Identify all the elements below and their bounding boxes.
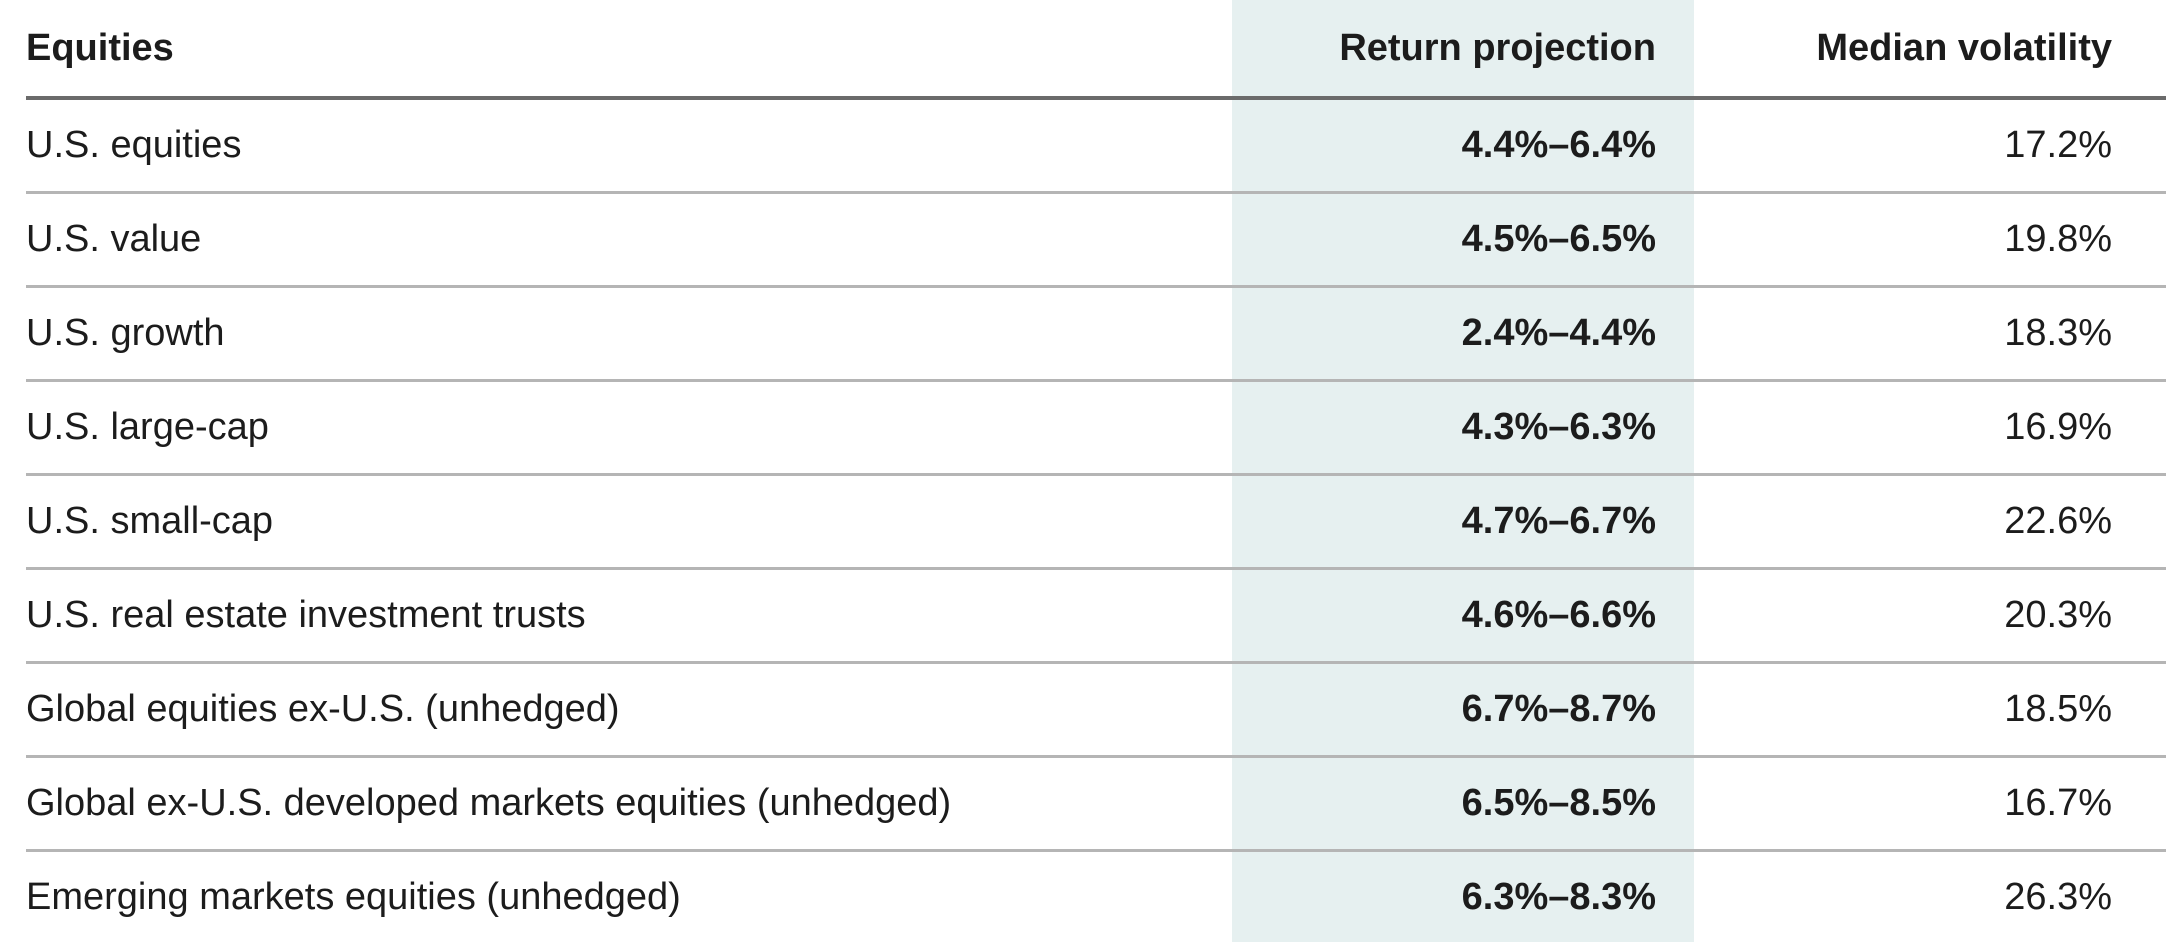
median-volatility: 16.7% <box>1694 757 2166 851</box>
return-projection: 2.4%–4.4% <box>1232 287 1694 381</box>
asset-name: Global ex-U.S. developed markets equitie… <box>26 757 1232 851</box>
table-row: U.S. real estate investment trusts 4.6%–… <box>26 569 2166 663</box>
table-body: U.S. equities 4.4%–6.4% 17.2% U.S. value… <box>26 98 2166 943</box>
return-projection: 4.6%–6.6% <box>1232 569 1694 663</box>
return-projection: 4.7%–6.7% <box>1232 475 1694 569</box>
return-projection: 4.3%–6.3% <box>1232 381 1694 475</box>
return-projection: 6.5%–8.5% <box>1232 757 1694 851</box>
median-volatility: 18.5% <box>1694 663 2166 757</box>
asset-name: Global equities ex-U.S. (unhedged) <box>26 663 1232 757</box>
table-row: U.S. value 4.5%–6.5% 19.8% <box>26 193 2166 287</box>
table-row: U.S. equities 4.4%–6.4% 17.2% <box>26 98 2166 193</box>
median-volatility: 20.3% <box>1694 569 2166 663</box>
table-row: U.S. large-cap 4.3%–6.3% 16.9% <box>26 381 2166 475</box>
return-projection: 6.7%–8.7% <box>1232 663 1694 757</box>
table-row: U.S. small-cap 4.7%–6.7% 22.6% <box>26 475 2166 569</box>
table-row: Global ex-U.S. developed markets equitie… <box>26 757 2166 851</box>
median-volatility: 17.2% <box>1694 98 2166 193</box>
asset-name: U.S. real estate investment trusts <box>26 569 1232 663</box>
header-return-projection: Return projection <box>1232 0 1694 98</box>
return-projection: 4.4%–6.4% <box>1232 98 1694 193</box>
median-volatility: 22.6% <box>1694 475 2166 569</box>
median-volatility: 18.3% <box>1694 287 2166 381</box>
header-median-volatility: Median volatility <box>1694 0 2166 98</box>
table-row: Global equities ex-U.S. (unhedged) 6.7%–… <box>26 663 2166 757</box>
return-projection: 4.5%–6.5% <box>1232 193 1694 287</box>
asset-name: U.S. equities <box>26 98 1232 193</box>
median-volatility: 19.8% <box>1694 193 2166 287</box>
median-volatility: 26.3% <box>1694 851 2166 943</box>
table-row: U.S. growth 2.4%–4.4% 18.3% <box>26 287 2166 381</box>
table-row: Emerging markets equities (unhedged) 6.3… <box>26 851 2166 943</box>
asset-name: U.S. growth <box>26 287 1232 381</box>
asset-name: U.S. large-cap <box>26 381 1232 475</box>
asset-name: U.S. small-cap <box>26 475 1232 569</box>
median-volatility: 16.9% <box>1694 381 2166 475</box>
return-projection: 6.3%–8.3% <box>1232 851 1694 943</box>
asset-name: U.S. value <box>26 193 1232 287</box>
header-row: Equities Return projection Median volati… <box>26 0 2166 98</box>
asset-name: Emerging markets equities (unhedged) <box>26 851 1232 943</box>
header-equities: Equities <box>26 0 1232 98</box>
table-header: Equities Return projection Median volati… <box>26 0 2166 98</box>
equities-table: Equities Return projection Median volati… <box>26 0 2166 943</box>
